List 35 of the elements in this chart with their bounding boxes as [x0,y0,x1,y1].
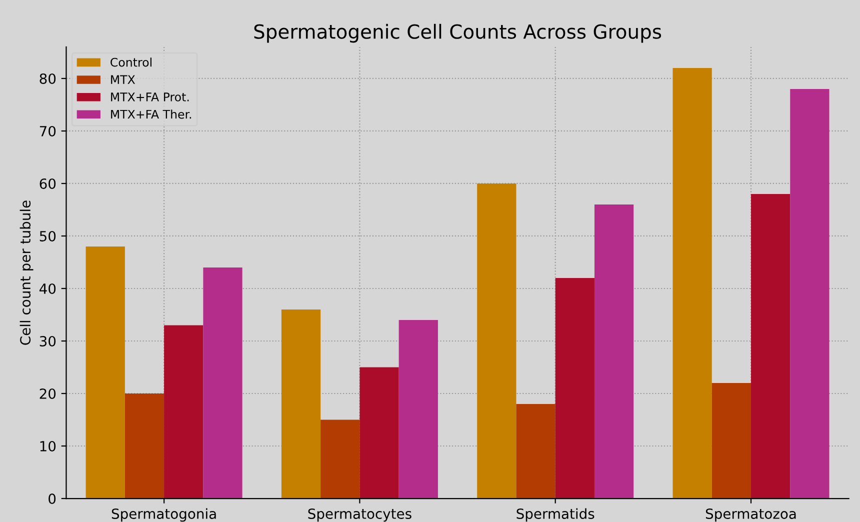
legend-label: MTX [111,75,136,84]
legend-label: MTX+FA Prot. [111,92,189,102]
bar [164,325,204,499]
bar [86,246,125,499]
y-tick-label: 60 [40,178,56,189]
y-tick-label: 40 [40,283,56,294]
chart-title: Spermatogenic Cell Counts Across Groups [254,24,662,43]
bar [477,183,516,499]
bar [555,278,594,499]
y-tick-label: 20 [40,388,56,399]
bar [712,383,751,499]
y-tick-label: 10 [40,440,56,452]
bar [594,204,634,499]
bar [750,194,790,499]
bar [516,404,556,499]
legend-label: MTX+FA Ther. [111,110,192,119]
x-tick-label: Spermatids [516,508,594,522]
bar [360,367,399,499]
bar [790,88,830,499]
y-tick-label: 80 [40,73,56,84]
bar [124,394,164,499]
legend-label: Control [110,58,152,67]
y-axis-title: Cell count per tubule [20,200,34,345]
bar [203,267,242,499]
bar [672,68,712,499]
x-tick-label: Spermatozoa [706,508,796,522]
bar [398,320,438,499]
x-tick-label: Spermatocytes [308,508,412,522]
x-tick-label: Spermatogonia [112,508,216,522]
y-tick-label: 70 [40,126,56,136]
y-tick-label: 30 [40,336,56,346]
bar [320,420,360,499]
bar [281,309,321,499]
y-tick-label: 0 [48,493,56,504]
y-tick-label: 50 [40,230,56,242]
